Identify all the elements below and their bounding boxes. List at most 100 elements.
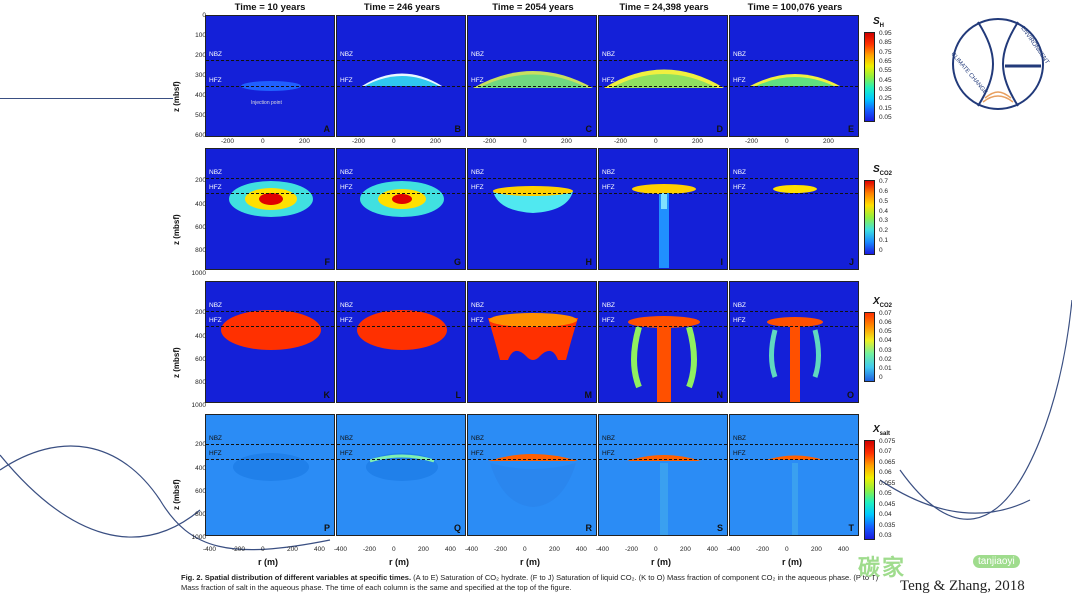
x-tick: 0: [261, 546, 265, 553]
x-axis-label: r (m): [520, 557, 540, 567]
hfz-line: [730, 85, 858, 87]
hfz-line: [468, 192, 596, 194]
hfz-line: [337, 192, 465, 194]
nbz-line: [468, 178, 596, 180]
y-tick: 200: [195, 52, 206, 59]
panel-letter: D: [716, 124, 724, 134]
y-tick: 300: [195, 72, 206, 79]
nbz-label: NBZ: [733, 435, 746, 443]
hfz-line: [468, 458, 596, 460]
nbz-label: NBZ: [602, 169, 615, 177]
x-tick: 200: [287, 546, 298, 553]
panel-letter: C: [585, 124, 593, 134]
nbz-label: NBZ: [209, 50, 222, 58]
panel-r: NBZ HFZ R: [467, 414, 597, 536]
hfz-label: HFZ: [209, 316, 222, 324]
hfz-line: [599, 85, 727, 87]
nbz-line: [730, 444, 858, 446]
colorbar-tick: 0.065: [879, 458, 896, 466]
panel-letter: N: [716, 390, 724, 400]
panel-t: NBZ HFZ T: [729, 414, 859, 536]
hfz-line: [337, 325, 465, 327]
hfz-line: [206, 192, 334, 194]
panel-c: NBZ HFZ C: [467, 15, 597, 137]
caption-lead: Fig. 2. Spatial distribution of differen…: [181, 573, 412, 582]
hfz-label: HFZ: [209, 449, 222, 457]
x-tick: -200: [745, 138, 759, 145]
colorbar: [864, 32, 875, 122]
hfz-line: [730, 192, 858, 194]
colorbar-tick: 0.03: [879, 532, 892, 539]
colorbar-title: Xsalt: [873, 424, 891, 437]
watermark: 碳家: [858, 555, 907, 580]
x-tick: -200: [363, 546, 377, 553]
x-tick: 0: [392, 546, 396, 553]
hfz-line: [730, 325, 858, 327]
nbz-line: [599, 311, 727, 313]
colorbar-tick: 0.25: [879, 95, 892, 103]
y-tick: 600: [195, 132, 206, 139]
y-tick: 1000: [191, 534, 206, 541]
colorbar-tick: 0.35: [879, 86, 892, 93]
nbz-line: [337, 444, 465, 446]
svg-text:CLIMATE CHANGE: CLIMATE CHANGE: [949, 51, 988, 95]
colorbar-tick: 0.035: [879, 521, 896, 529]
panel-letter: E: [847, 124, 854, 134]
colorbar-tick: 0.06: [879, 469, 892, 477]
colorbar-tick: 0.4: [879, 207, 889, 215]
x-tick: 200: [811, 546, 822, 553]
nbz-label: NBZ: [340, 169, 353, 177]
panel-letter: K: [323, 390, 331, 400]
hfz-line: [599, 192, 727, 194]
nbz-line: [337, 178, 465, 180]
colorbar-tick: 0.15: [879, 104, 892, 112]
panel-letter: B: [454, 124, 462, 134]
hfz-label: HFZ: [602, 449, 615, 457]
hfz-label: HFZ: [602, 316, 615, 324]
nbz-label: NBZ: [471, 169, 484, 177]
y-tick: 600: [195, 356, 206, 363]
panel-m: NBZ HFZ M: [467, 281, 597, 403]
colorbar-tick: 0.45: [879, 76, 892, 84]
x-tick: 200: [823, 138, 834, 145]
hfz-line: [337, 458, 465, 460]
hfz-label: HFZ: [471, 316, 484, 324]
colorbar: [864, 180, 875, 255]
y-tick: 100: [195, 32, 206, 39]
panel-i: NBZ HFZ I: [598, 148, 728, 270]
panel-d: NBZ HFZ D: [598, 15, 728, 137]
hfz-label: HFZ: [209, 76, 222, 84]
hfz-line: [206, 458, 334, 460]
x-tick: 0: [523, 138, 527, 145]
panel-q: NBZ HFZ Q: [336, 414, 466, 536]
colorbar-tick: 0.95: [879, 30, 892, 37]
colorbar-tick: 0.5: [879, 197, 889, 205]
hfz-line: [730, 458, 858, 460]
x-tick: 0: [392, 138, 396, 145]
hfz-label: HFZ: [733, 183, 746, 191]
nbz-label: NBZ: [209, 169, 222, 177]
y-tick: 200: [195, 309, 206, 316]
x-tick: 0: [654, 546, 658, 553]
panel-letter: L: [455, 390, 462, 400]
panel-letter: S: [716, 523, 723, 533]
x-tick: -200: [483, 138, 497, 145]
colorbar-tick: 0.2: [879, 227, 889, 235]
colorbar-tick: 0.6: [879, 187, 889, 195]
nbz-line: [599, 444, 727, 446]
nbz-line: [337, 59, 465, 61]
x-tick: -200: [625, 546, 639, 553]
column-title: Time = 100,076 years: [747, 2, 843, 13]
injection-point-label: Injection point: [251, 100, 282, 106]
x-tick: 200: [299, 138, 310, 145]
y-tick: 0: [180, 12, 206, 19]
hfz-label: HFZ: [340, 449, 353, 457]
nbz-label: NBZ: [733, 302, 746, 310]
nbz-label: NBZ: [340, 302, 353, 310]
colorbar-tick: 0.7: [879, 178, 889, 185]
hfz-line: [206, 325, 334, 327]
x-tick: 400: [445, 546, 456, 553]
panel-letter: J: [848, 257, 854, 267]
panel-letter: M: [584, 390, 593, 400]
hfz-line: [206, 85, 334, 87]
